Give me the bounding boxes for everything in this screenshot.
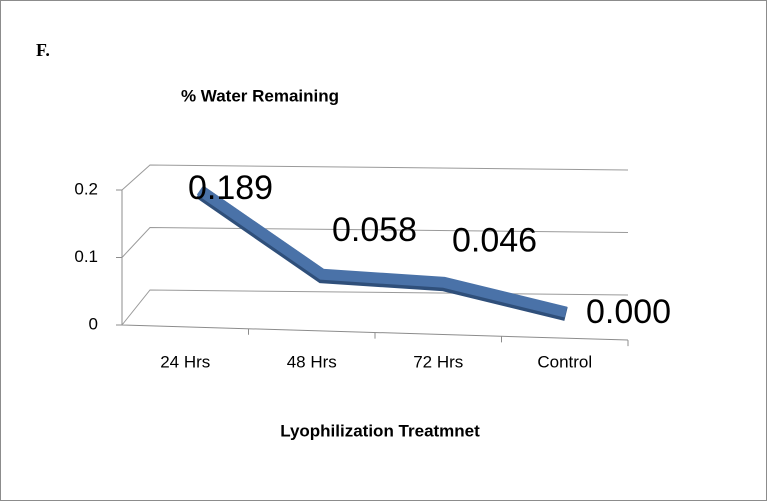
y-tick-label: 0 xyxy=(89,314,98,333)
data-label: 0.000 xyxy=(586,293,671,331)
x-tick-label: 48 Hrs xyxy=(287,352,337,371)
data-label: 0.058 xyxy=(332,211,417,249)
panel-label: F. xyxy=(36,40,50,60)
y-tick-label: 0.2 xyxy=(74,179,98,198)
data-label: 0.189 xyxy=(188,169,273,207)
grid-line xyxy=(121,226,629,258)
x-tick-label: Control xyxy=(537,352,592,371)
grid-line xyxy=(121,164,629,191)
x-tick-label: 24 Hrs xyxy=(160,352,210,371)
x-tick-label: 72 Hrs xyxy=(413,352,463,371)
y-tick-label: 0.1 xyxy=(74,247,98,266)
x-axis-title: Lyophilization Treatmnet xyxy=(280,421,480,440)
data-label: 0.046 xyxy=(452,221,537,259)
chart-title: % Water Remaining xyxy=(181,86,339,105)
line xyxy=(196,185,568,318)
